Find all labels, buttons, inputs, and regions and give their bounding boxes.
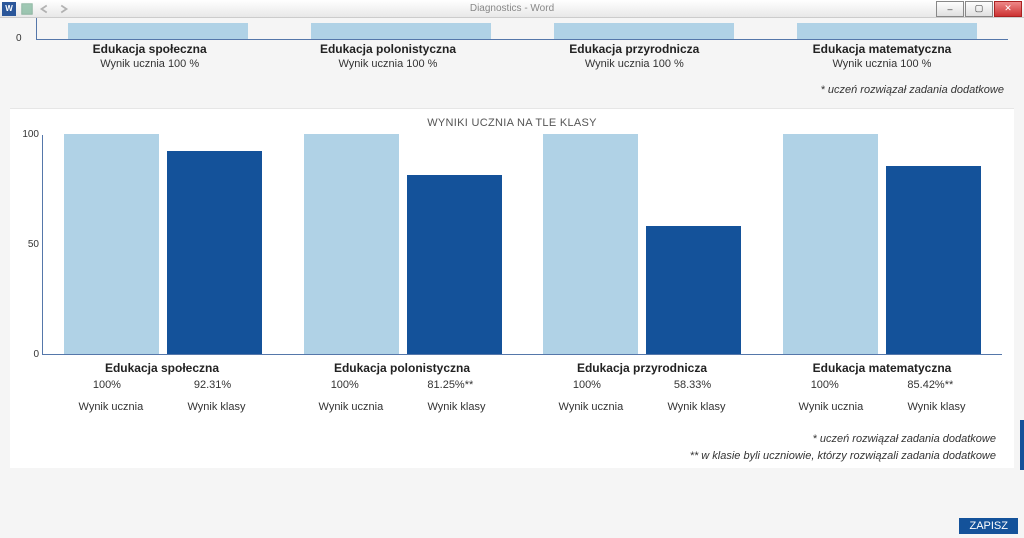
category-value: Wynik ucznia 100 % [813, 58, 952, 70]
chart1-footnote: * uczeń rozwiązał zadania dodatkowe [6, 80, 1018, 104]
chart1-bar [311, 23, 491, 39]
chart1-bar [68, 23, 248, 39]
chart1-bar [797, 23, 977, 39]
window-titlebar: W Diagnostics - Word – ▢ ✕ [0, 0, 1024, 18]
chart2-group [537, 134, 748, 354]
chart2-xgroup: Edukacja matematyczna 100% 85.42%** Wynik u… [776, 361, 987, 413]
category-title: Edukacja społeczna [56, 361, 267, 375]
student-bar [543, 134, 638, 354]
class-value-text: 92.31% [194, 379, 231, 391]
chart1-ytick-0: 0 [16, 33, 22, 44]
category-value: Wynik ucznia 100 % [320, 58, 456, 70]
class-value-text: 81.25%** [427, 379, 473, 391]
chart2-footnotes: * uczeń rozwiązał zadania dodatkowe ** w… [14, 413, 1010, 468]
student-value-text: 100% [573, 379, 601, 391]
chart2-footnote-1: * uczeń rozwiązał zadania dodatkowe [14, 431, 996, 448]
maximize-button[interactable]: ▢ [965, 1, 993, 17]
chart1-label: Edukacja polonistyczna Wynik ucznia 100 … [320, 42, 456, 80]
student-bar [304, 134, 399, 354]
class-series-label: Wynik klasy [667, 401, 725, 413]
category-value: Wynik ucznia 100 % [93, 58, 207, 70]
class-bar [886, 166, 981, 354]
class-series-label: Wynik klasy [907, 401, 965, 413]
chart1-label: Edukacja matematyczna Wynik ucznia 100 % [813, 42, 952, 80]
minimize-button[interactable]: – [936, 1, 964, 17]
student-results-chart: 0 Edukacja społeczna Wynik ucznia 100 % … [6, 18, 1018, 80]
chart2-footnote-2: ** w klasie byli uczniowie, którzy rozwi… [14, 448, 996, 465]
save-icon[interactable] [20, 2, 34, 16]
student-bar [64, 134, 159, 354]
chart2-ytick-0: 0 [15, 349, 39, 360]
class-bar [646, 226, 741, 354]
student-value-text: 100% [331, 379, 359, 391]
student-series-label: Wynik ucznia [319, 401, 384, 413]
chart1-bar [554, 23, 734, 39]
class-series-label: Wynik klasy [187, 401, 245, 413]
close-button[interactable]: ✕ [994, 1, 1022, 17]
class-comparison-chart: 100 50 0 [42, 135, 1002, 355]
student-value-text: 100% [93, 379, 121, 391]
chart1-label: Edukacja przyrodnicza Wynik ucznia 100 % [569, 42, 699, 80]
undo-icon[interactable] [38, 2, 52, 16]
window-controls: – ▢ ✕ [935, 1, 1022, 17]
category-title: Edukacja matematyczna [776, 361, 987, 375]
chart1-xlabels: Edukacja społeczna Wynik ucznia 100 % Ed… [36, 42, 1008, 80]
student-series-label: Wynik ucznia [79, 401, 144, 413]
chart2-ytick-100: 100 [15, 129, 39, 140]
word-icon: W [2, 2, 16, 16]
chart2-group [297, 134, 508, 354]
chart2-bars-area [43, 135, 1002, 354]
chart2-group [57, 134, 268, 354]
class-comparison-panel: WYNIKI UCZNIA NA TLE KLASY 100 50 0 Eduk… [10, 108, 1014, 468]
chart2-title: WYNIKI UCZNIA NA TLE KLASY [14, 115, 1010, 135]
student-value-text: 100% [811, 379, 839, 391]
chart1-label: Edukacja społeczna Wynik ucznia 100 % [93, 42, 207, 80]
chart2-xgroup: Edukacja społeczna 100% 92.31% Wynik ucznia… [56, 361, 267, 413]
student-series-label: Wynik ucznia [799, 401, 864, 413]
student-bar [783, 134, 878, 354]
page-content: 0 Edukacja społeczna Wynik ucznia 100 % … [0, 18, 1024, 468]
chart1-bars [36, 19, 1008, 39]
category-title: Edukacja przyrodnicza [569, 42, 699, 56]
chart2-ytick-50: 50 [15, 239, 39, 250]
student-series-label: Wynik ucznia [559, 401, 624, 413]
chart2-group [777, 134, 988, 354]
redo-icon[interactable] [56, 2, 70, 16]
class-bar [407, 175, 502, 354]
document-title: Diagnostics - Word [470, 3, 554, 14]
scrollbar-thumb[interactable] [1020, 420, 1024, 470]
category-value: Wynik ucznia 100 % [569, 58, 699, 70]
class-bar [167, 151, 262, 354]
save-button[interactable]: ZAPISZ [959, 518, 1018, 534]
category-title: Edukacja matematyczna [813, 42, 952, 56]
chart2-xlabels: Edukacja społeczna 100% 92.31% Wynik ucznia… [42, 361, 1002, 413]
category-title: Edukacja polonistyczna [296, 361, 507, 375]
class-value-text: 85.42%** [907, 379, 953, 391]
titlebar-left: W [2, 2, 70, 16]
category-title: Edukacja polonistyczna [320, 42, 456, 56]
chart2-xgroup: Edukacja przyrodnicza 100% 58.33% Wynik ucz… [536, 361, 747, 413]
chart2-xgroup: Edukacja polonistyczna 100% 81.25%** Wynik … [296, 361, 507, 413]
category-title: Edukacja przyrodnicza [536, 361, 747, 375]
class-series-label: Wynik klasy [427, 401, 485, 413]
class-value-text: 58.33% [674, 379, 711, 391]
category-title: Edukacja społeczna [93, 42, 207, 56]
